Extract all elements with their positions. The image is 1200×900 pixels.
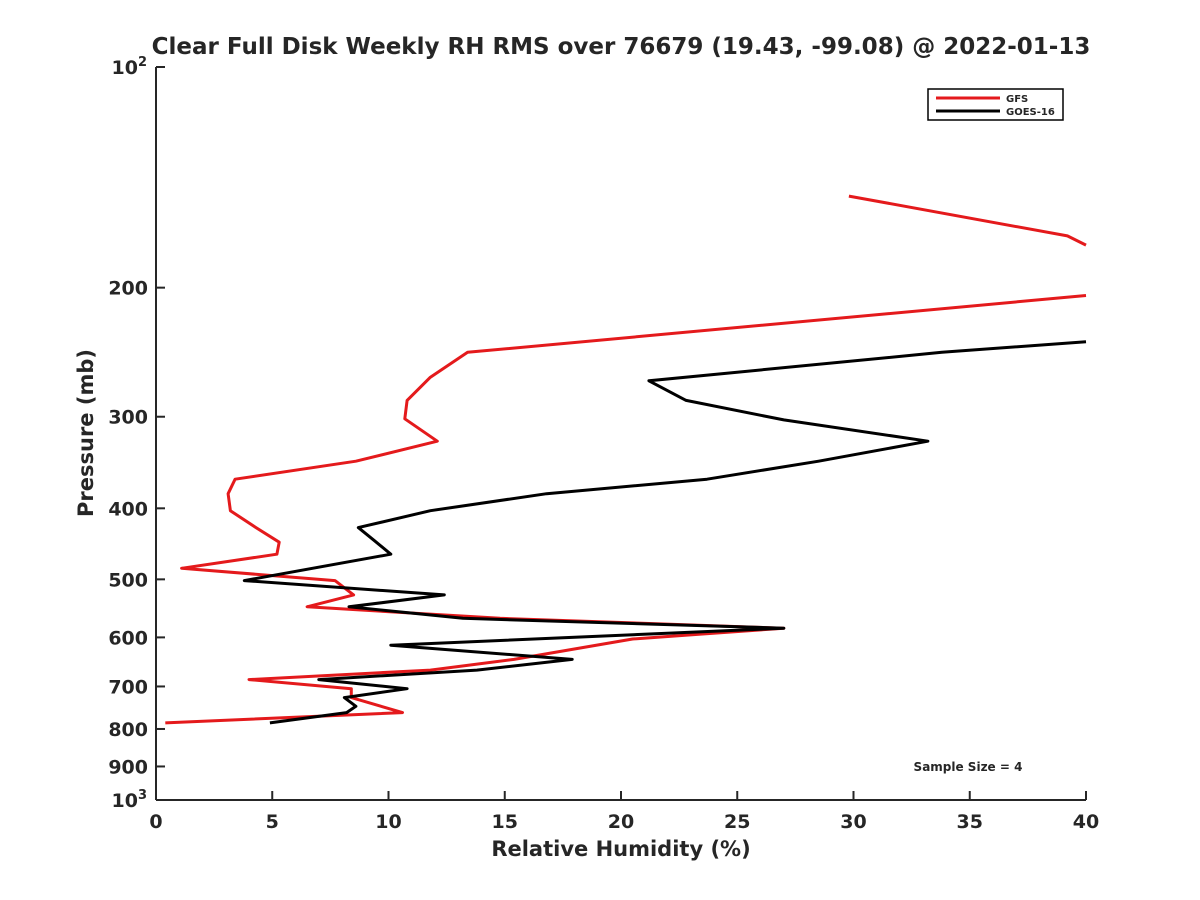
legend-box [927, 88, 1064, 121]
plot-area: 0 5 10 15 20 25 30 35 40 102 200 300 400 500 600 700 800… [108, 55, 1099, 833]
legend-label-goes-16: GOES-16 [1006, 107, 1055, 118]
chart-title: Clear Full Disk Weekly RH RMS over 76679… [152, 34, 1091, 60]
y-tick-label: 300 [108, 407, 148, 429]
x-tick-label: 25 [724, 811, 750, 833]
x-tick-label: 35 [957, 811, 983, 833]
y-tick-label: 700 [108, 676, 148, 698]
series-line-gfs [848, 194, 1087, 247]
sample-size-annotation: Sample Size = 4 [914, 760, 1023, 774]
y-tick-label: 800 [108, 719, 148, 741]
x-tick-label: 0 [149, 811, 162, 833]
y-axis-label: Pressure (mb) [74, 349, 98, 517]
x-tick-label: 30 [840, 811, 866, 833]
y-tick-label: 103 [112, 788, 148, 812]
x-tick-label: 40 [1073, 811, 1099, 833]
series-line-goes-16 [242, 340, 1087, 725]
y-tick-label: 102 [112, 55, 148, 79]
x-tick-label: 15 [492, 811, 518, 833]
x-tick-label: 20 [608, 811, 634, 833]
y-tick-label: 400 [108, 498, 148, 520]
y-tick-label: 200 [108, 278, 148, 300]
y-tick-label: 900 [108, 756, 148, 778]
y-tick-label: 600 [108, 627, 148, 649]
x-axis-label: Relative Humidity (%) [491, 837, 750, 861]
y-tick-label: 500 [108, 569, 148, 591]
chart-legend: GFS GOES-16 [927, 88, 1064, 121]
series-line-gfs [165, 294, 1087, 725]
x-tick-label: 10 [375, 811, 401, 833]
legend-label-gfs: GFS [1006, 94, 1028, 105]
x-tick-label: 5 [266, 811, 279, 833]
